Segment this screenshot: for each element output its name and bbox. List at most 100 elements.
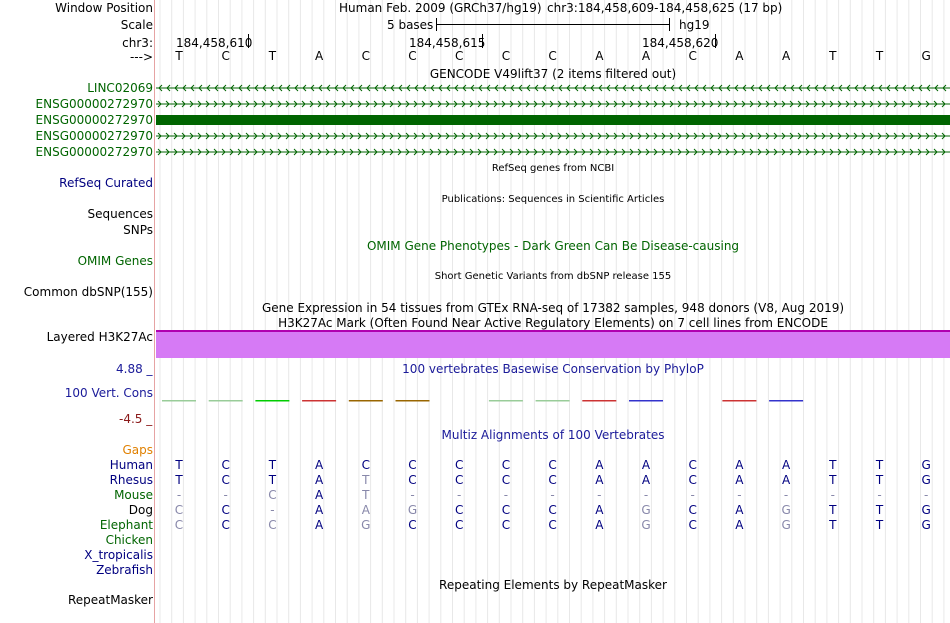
snps-label[interactable]: SNPs <box>123 223 153 237</box>
gencode-strand-chevron <box>677 148 682 156</box>
gencode-strand-chevron <box>317 100 322 108</box>
gencode-strand-chevron <box>558 84 563 92</box>
gencode-item-linc02069[interactable]: LINC02069 <box>87 81 153 95</box>
multiz-species-label[interactable]: Dog <box>128 503 153 517</box>
chrom-label: chr3: <box>122 36 153 50</box>
ruler-tick-2: 184,458,615 <box>409 36 486 50</box>
gencode-strand-chevron <box>413 100 418 108</box>
gencode-strand-chevron <box>573 100 578 108</box>
phylop-bar <box>208 400 243 402</box>
gencode-strand-chevron <box>429 132 434 140</box>
gencode-strand-chevron <box>309 132 314 140</box>
multiz-species-label[interactable]: Zebrafish <box>96 563 153 577</box>
gencode-strand-chevron <box>205 100 210 108</box>
gencode-strand-chevron <box>686 84 691 92</box>
repeatmasker-label[interactable]: RepeatMasker <box>67 593 153 607</box>
gencode-strand-chevron <box>557 100 562 108</box>
phylop-label[interactable]: 100 Vert. Cons <box>64 386 153 400</box>
multiz-species-label[interactable]: X_tropicalis <box>84 548 153 562</box>
gencode-strand-chevron <box>685 100 690 108</box>
h3k27ac-signal[interactable] <box>156 330 950 358</box>
gencode-strand-chevron <box>717 148 722 156</box>
gencode-strand-chevron <box>421 100 426 108</box>
gencode-strand-chevron <box>294 84 299 92</box>
gencode-strand-chevron <box>229 132 234 140</box>
gencode-strand-chevron <box>861 100 866 108</box>
multiz-base: A <box>595 518 604 532</box>
gencode-strand-chevron <box>701 132 706 140</box>
phylop-bar <box>348 400 383 402</box>
gencode-strand-chevron <box>197 132 202 140</box>
gencode-strand-chevron <box>909 132 914 140</box>
gencode-strand-chevron <box>654 84 659 92</box>
gencode-features[interactable] <box>156 80 950 160</box>
gencode-strand-chevron <box>517 132 522 140</box>
gencode-strand-chevron <box>669 148 674 156</box>
gencode-strand-chevron <box>366 84 371 92</box>
gencode-strand-chevron <box>165 148 170 156</box>
gencode-strand-chevron <box>846 84 851 92</box>
multiz-base: C <box>548 503 557 517</box>
gencode-item-5[interactable]: ENSG00000272970 <box>35 145 153 159</box>
gencode-strand-chevron <box>773 148 778 156</box>
gencode-strand-chevron <box>237 100 242 108</box>
gencode-strand-chevron <box>573 148 578 156</box>
multiz-species-label[interactable]: Mouse <box>114 488 153 502</box>
gencode-strand-chevron <box>838 84 843 92</box>
omim-label[interactable]: OMIM Genes <box>77 254 153 268</box>
refseq-label[interactable]: RefSeq Curated <box>59 176 153 190</box>
gencode-item-2[interactable]: ENSG00000272970 <box>35 97 153 111</box>
gencode-strand-chevron <box>837 132 842 140</box>
gencode-strand-chevron <box>525 100 530 108</box>
multiz-species-label[interactable]: Rhesus <box>109 473 153 487</box>
gencode-strand-chevron <box>182 84 187 92</box>
gencode-strand-chevron <box>357 132 362 140</box>
h3k27ac-label[interactable]: Layered H3K27Ac <box>46 330 153 344</box>
gencode-strand-chevron <box>237 132 242 140</box>
multiz-base: A <box>314 518 324 532</box>
multiz-species-label[interactable]: Chicken <box>105 533 153 547</box>
gencode-strand-chevron <box>485 148 490 156</box>
gencode-strand-chevron <box>309 100 314 108</box>
gencode-strand-chevron <box>805 100 810 108</box>
gencode-strand-chevron <box>285 148 290 156</box>
multiz-species-label[interactable]: Human <box>109 458 153 472</box>
dbsnp-label[interactable]: Common dbSNP(155) <box>23 285 153 299</box>
scale-label: Scale <box>120 18 153 32</box>
phylop-signal[interactable] <box>156 390 950 415</box>
multiz-base: - <box>550 488 555 502</box>
multiz-species-label[interactable]: Elephant <box>99 518 153 532</box>
gencode-strand-chevron <box>453 148 458 156</box>
ruler-tick-mark-2 <box>482 34 483 48</box>
gencode-strand-chevron <box>494 84 499 92</box>
gencode-strand-chevron <box>733 100 738 108</box>
gencode-strand-chevron <box>437 148 442 156</box>
gencode-strand-chevron <box>405 148 410 156</box>
publications-label[interactable]: Sequences <box>87 207 153 221</box>
gencode-item-3[interactable]: ENSG00000272970 <box>35 113 153 127</box>
multiz-base: T <box>362 488 370 502</box>
gencode-strand-chevron <box>597 100 602 108</box>
gtex-title: Gene Expression in 54 tissues from GTEx … <box>261 301 845 315</box>
gencode-item-4[interactable]: ENSG00000272970 <box>35 129 153 143</box>
gencode-strand-chevron <box>725 100 730 108</box>
multiz-base: - <box>830 488 835 502</box>
gencode-strand-chevron <box>565 100 570 108</box>
gencode-strand-chevron <box>805 132 810 140</box>
multiz-base: A <box>735 458 744 472</box>
gencode-strand-chevron <box>878 84 883 92</box>
gencode-strand-chevron <box>789 148 794 156</box>
gencode-strand-chevron <box>350 84 355 92</box>
multiz-base: C <box>408 458 417 472</box>
multiz-base: - <box>690 488 695 502</box>
ref-base: T <box>875 49 884 63</box>
gencode-strand-chevron <box>325 148 330 156</box>
gencode-strand-chevron <box>446 84 451 92</box>
gencode-strand-chevron <box>789 100 794 108</box>
gencode-strand-chevron <box>869 100 874 108</box>
multiz-base: A <box>781 458 791 472</box>
multiz-base: - <box>503 488 509 502</box>
gencode-strand-chevron <box>501 148 506 156</box>
gencode-strand-chevron <box>918 84 923 92</box>
gencode-strand-chevron <box>438 84 443 92</box>
